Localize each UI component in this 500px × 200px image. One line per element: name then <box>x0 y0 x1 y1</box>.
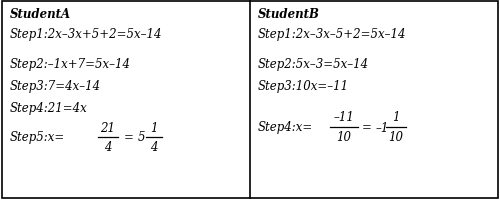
Text: Step3:10x=–11: Step3:10x=–11 <box>258 80 349 93</box>
Text: 1: 1 <box>392 111 400 124</box>
Text: Step4:x=: Step4:x= <box>258 121 313 134</box>
Text: Step2:–1x+7=5x–14: Step2:–1x+7=5x–14 <box>10 58 131 71</box>
Text: 4: 4 <box>150 141 158 154</box>
Text: –11: –11 <box>334 111 354 124</box>
Text: Step4:21=4x: Step4:21=4x <box>10 101 88 114</box>
Text: –1: –1 <box>376 121 390 134</box>
Text: Step1:2x–3x–5+2=5x–14: Step1:2x–3x–5+2=5x–14 <box>258 28 406 41</box>
Text: StudentB: StudentB <box>258 8 320 21</box>
Text: 10: 10 <box>336 131 351 144</box>
Text: 10: 10 <box>388 131 404 144</box>
Text: 21: 21 <box>100 121 116 134</box>
Text: Step5:x=: Step5:x= <box>10 131 65 144</box>
Text: 1: 1 <box>150 121 158 134</box>
Text: Step1:2x–3x+5+2=5x–14: Step1:2x–3x+5+2=5x–14 <box>10 28 162 41</box>
Text: =: = <box>362 121 372 134</box>
Text: StudentA: StudentA <box>10 8 71 21</box>
Text: Step2:5x–3=5x–14: Step2:5x–3=5x–14 <box>258 58 369 71</box>
Text: 5: 5 <box>138 131 145 144</box>
Text: 4: 4 <box>104 141 112 154</box>
Text: Step3:7=4x–14: Step3:7=4x–14 <box>10 80 101 93</box>
Text: =: = <box>124 131 134 144</box>
